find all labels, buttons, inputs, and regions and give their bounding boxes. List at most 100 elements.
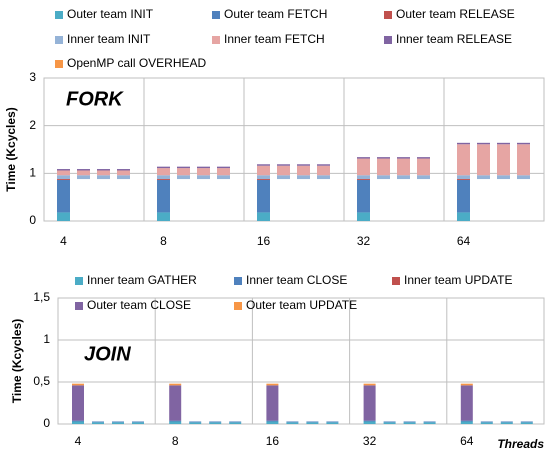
bar-segment (97, 170, 110, 176)
bar-segment (132, 422, 144, 424)
bar-segment (77, 175, 90, 180)
x-tick-label: 32 (363, 434, 377, 448)
bar-segment (457, 180, 470, 213)
bar-segment (112, 421, 124, 423)
bar-segment (217, 168, 230, 176)
bar-segment (357, 212, 370, 221)
bar-segment (266, 420, 279, 422)
bar-segment (197, 166, 210, 169)
bar-segment (197, 175, 210, 180)
x-tick-label: 4 (75, 434, 82, 448)
bar-segment (460, 421, 473, 424)
bar-segment (460, 383, 473, 386)
bar-segment (57, 175, 70, 180)
bar-segment (326, 422, 339, 424)
x-tick-label: 8 (172, 434, 179, 448)
legend-label: Outer team RELEASE (396, 7, 515, 21)
bar-segment (189, 422, 202, 424)
bar-segment (460, 420, 473, 422)
bar-segment (209, 421, 222, 423)
bar-segment (480, 421, 493, 423)
legend-swatch (75, 277, 83, 285)
bar-segment (517, 144, 530, 176)
y-tick-label: 1 (29, 166, 36, 180)
legend-label: Outer team UPDATE (246, 298, 357, 312)
bar-segment (92, 421, 104, 423)
bar-segment (417, 158, 430, 176)
legend-label: Outer team CLOSE (87, 298, 191, 312)
y-tick-label: 0,5 (33, 374, 50, 388)
bar-segment (257, 179, 270, 181)
bar-segment (157, 166, 170, 169)
bar-segment (423, 422, 436, 424)
bar-segment (177, 175, 190, 180)
bar-segment (177, 168, 190, 176)
bar-segment (189, 421, 202, 423)
bar-segment (317, 175, 330, 180)
bar-segment (383, 421, 396, 423)
y-tick-label: 3 (29, 70, 36, 84)
bar-segment (157, 179, 170, 181)
bar-segment (77, 169, 90, 171)
bar-segment (57, 169, 70, 171)
legend-swatch (55, 36, 63, 44)
bar-segment (57, 179, 70, 181)
bar-segment (317, 165, 330, 176)
bar-segment (377, 158, 390, 176)
bar-segment (357, 180, 370, 213)
bar-segment (477, 175, 490, 180)
bar-segment (257, 165, 270, 176)
bar-segment (72, 385, 84, 421)
legend-swatch (392, 277, 400, 285)
legend-swatch (384, 11, 392, 19)
bar-segment (500, 421, 513, 423)
bar-segment (357, 157, 370, 159)
bar-segment (497, 175, 510, 180)
bar-segment (197, 168, 210, 176)
bar-segment (403, 421, 416, 423)
bar-segment (229, 421, 242, 423)
bar-segment (277, 175, 290, 180)
bar-segment (277, 164, 290, 166)
bar-segment (117, 170, 130, 176)
bar-segment (117, 175, 130, 180)
y-tick-label: 0 (43, 416, 50, 430)
bar-segment (377, 175, 390, 180)
bar-segment (363, 383, 376, 386)
x-tick-label: 8 (160, 234, 167, 248)
bar-segment (277, 165, 290, 176)
bar-segment (72, 383, 84, 386)
bar-segment (520, 421, 533, 423)
bar-segment (266, 421, 279, 424)
bar-segment (477, 144, 490, 176)
bar-segment (217, 166, 230, 169)
y-tick-label: 2 (29, 118, 36, 132)
bar-segment (417, 175, 430, 180)
legend-label: Inner team GATHER (87, 273, 197, 287)
y-tick-label: 1,5 (33, 290, 50, 304)
legend-swatch (55, 11, 63, 19)
bar-segment (423, 421, 436, 423)
bar-segment (257, 212, 270, 221)
x-tick-label: 64 (460, 434, 474, 448)
x-tick-label: 32 (357, 234, 371, 248)
bar-segment (517, 142, 530, 145)
bar-segment (403, 422, 416, 424)
bar-segment (457, 142, 470, 145)
legend-label: Inner team CLOSE (246, 273, 347, 287)
x-tick-label: 16 (266, 434, 280, 448)
bar-segment (497, 144, 510, 176)
bar-segment (383, 422, 396, 424)
x-tick-label: 4 (60, 234, 67, 248)
bar-segment (363, 421, 376, 424)
bar-segment (520, 422, 533, 424)
bar-segment (417, 157, 430, 159)
bar-segment (157, 180, 170, 213)
bar-segment (57, 212, 70, 221)
bar-segment (457, 144, 470, 176)
bar-segment (169, 383, 182, 386)
legend-label: Inner team RELEASE (396, 32, 512, 46)
x-tick-label: 64 (457, 234, 471, 248)
bar-segment (157, 212, 170, 221)
